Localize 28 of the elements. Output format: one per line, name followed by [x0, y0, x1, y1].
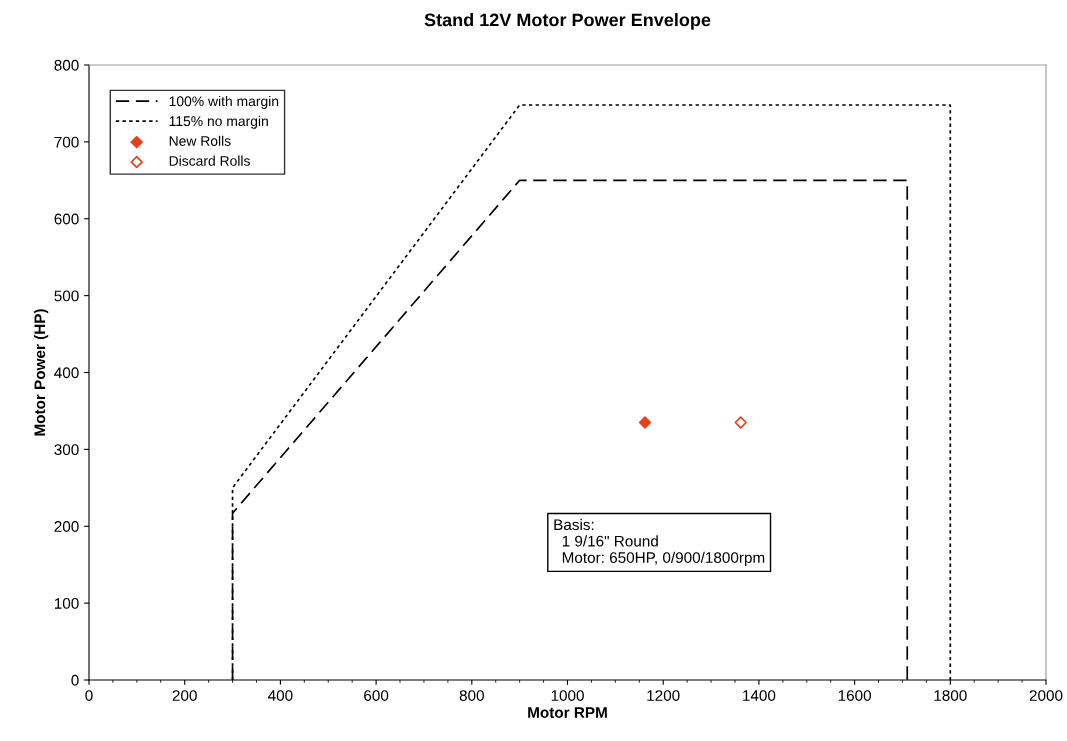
legend-label: New Rolls — [169, 135, 231, 146]
y-tick-label: 500 — [54, 290, 79, 302]
x-tick-label: 200 — [172, 690, 197, 701]
legend-label: Discard Rolls — [169, 155, 250, 166]
y-tick-label: 700 — [54, 136, 79, 148]
legend-label: 100% with margin — [169, 95, 279, 109]
y-axis-title: Motor Power (HP) — [33, 309, 49, 436]
y-tick-label: 100 — [54, 597, 79, 609]
y-tick-label: 800 — [54, 59, 79, 71]
x-tick-label: 1800 — [934, 690, 967, 701]
x-axis-title: Motor RPM — [528, 707, 607, 718]
y-tick-label: 600 — [54, 213, 79, 225]
x-tick-label: 2000 — [1029, 690, 1063, 701]
y-tick-label: 0 — [71, 674, 79, 686]
x-tick-label: 600 — [364, 690, 389, 701]
x-tick-label: 1000 — [551, 690, 584, 701]
y-tick-label: 300 — [54, 444, 79, 456]
x-tick-label: 800 — [459, 690, 484, 701]
x-tick-label: 1400 — [743, 690, 776, 701]
x-tick-label: 400 — [268, 690, 293, 701]
y-tick-label: 200 — [54, 521, 79, 532]
legend-label: 115% no margin — [169, 115, 268, 129]
chart-title: Stand 12V Motor Power Envelope — [424, 13, 711, 30]
x-tick-label: 0 — [85, 690, 93, 701]
annotation: Basis: 1 9/16" Round Motor: 650HP, 0/900/1800rpm — [554, 518, 765, 567]
x-tick-label: 1600 — [838, 690, 871, 701]
x-tick-label: 1200 — [647, 690, 680, 701]
y-tick-label: 400 — [54, 367, 79, 379]
